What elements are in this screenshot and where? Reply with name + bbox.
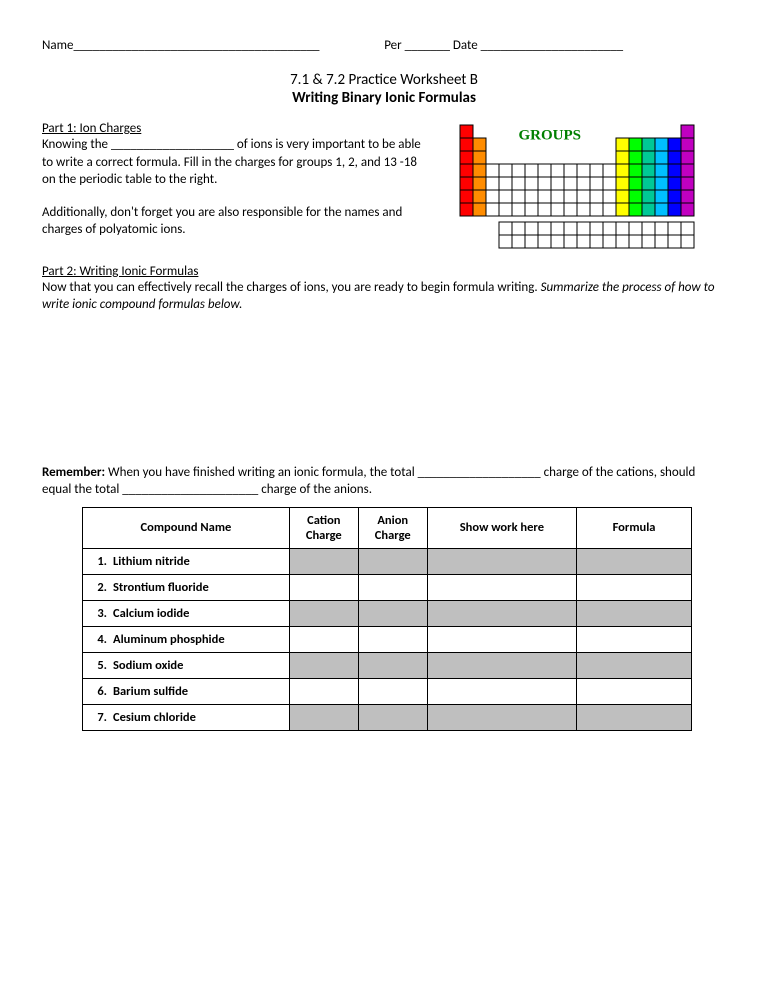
blank-cell	[358, 678, 427, 704]
part1-heading: Part 1: Ion Charges	[42, 121, 422, 136]
table-row: 1.Lithium nitride	[83, 548, 692, 574]
table-row: 3.Calcium iodide	[83, 600, 692, 626]
blank-cell	[289, 600, 358, 626]
compound-name-cell: 1.Lithium nitride	[83, 548, 290, 574]
part1-text-b: Additionally, don't forget you are also …	[42, 204, 422, 239]
table-row: 7.Cesium chloride	[83, 704, 692, 730]
table-row: 6.Barium sulfide	[83, 678, 692, 704]
blank-cell	[427, 548, 576, 574]
compound-table: Compound Name Cation Charge Anion Charge…	[82, 507, 692, 731]
compound-name-cell: 3.Calcium iodide	[83, 600, 290, 626]
blank-cell	[427, 626, 576, 652]
blank-cell	[577, 626, 692, 652]
part1-text-a: Knowing the ___________________ of ions …	[42, 136, 422, 189]
th-anion: Anion Charge	[358, 507, 427, 548]
title-block: 7.1 & 7.2 Practice Worksheet B Writing B…	[42, 71, 726, 107]
th-formula: Formula	[577, 507, 692, 548]
compound-name-cell: 4.Aluminum phosphide	[83, 626, 290, 652]
header-line: Name____________________________________…	[42, 38, 726, 53]
blank-cell	[289, 678, 358, 704]
blank-cell	[358, 626, 427, 652]
date-label: Date	[453, 38, 478, 53]
svg-text:GROUPS: GROUPS	[519, 127, 582, 143]
blank-cell	[577, 574, 692, 600]
periodic-table-svg: GROUPS	[456, 121, 726, 271]
blank-cell	[577, 600, 692, 626]
th-work: Show work here	[427, 507, 576, 548]
table-row: 4.Aluminum phosphide	[83, 626, 692, 652]
compound-name-cell: 6.Barium sulfide	[83, 678, 290, 704]
th-name: Compound Name	[83, 507, 290, 548]
blank-cell	[427, 704, 576, 730]
blank-cell	[289, 548, 358, 574]
blank-cell	[577, 548, 692, 574]
blank-cell	[289, 704, 358, 730]
part1-text-col: Part 1: Ion Charges Knowing the ________…	[42, 121, 422, 239]
compound-name-cell: 7.Cesium chloride	[83, 704, 290, 730]
blank-cell	[358, 600, 427, 626]
blank-cell	[358, 574, 427, 600]
blank-cell	[289, 626, 358, 652]
date-blank: ______________________	[481, 38, 623, 53]
blank-cell	[577, 704, 692, 730]
blank-cell	[427, 678, 576, 704]
th-cation: Cation Charge	[289, 507, 358, 548]
table-header-row: Compound Name Cation Charge Anion Charge…	[83, 507, 692, 548]
name-blank: ______________________________________	[73, 38, 319, 53]
blank-cell	[289, 574, 358, 600]
blank-cell	[358, 548, 427, 574]
blank-cell	[427, 652, 576, 678]
blank-cell	[358, 704, 427, 730]
worksheet-title-1: 7.1 & 7.2 Practice Worksheet B	[42, 71, 726, 89]
periodic-table-diagram: GROUPS	[456, 121, 726, 275]
blank-cell	[289, 652, 358, 678]
per-label: Per	[384, 38, 401, 53]
compound-name-cell: 5.Sodium oxide	[83, 652, 290, 678]
part2-text: Now that you can effectively recall the …	[42, 279, 726, 314]
blank-cell	[577, 652, 692, 678]
blank-cell	[427, 574, 576, 600]
table-row: 2.Strontium fluoride	[83, 574, 692, 600]
blank-cell	[358, 652, 427, 678]
remember-label: Remember:	[42, 465, 105, 480]
worksheet-title-2: Writing Binary Ionic Formulas	[42, 89, 726, 107]
part2-plain: Now that you can effectively recall the …	[42, 280, 541, 295]
name-label: Name	[42, 38, 73, 53]
compound-name-cell: 2.Strontium fluoride	[83, 574, 290, 600]
blank-cell	[577, 678, 692, 704]
remember-section: Remember: When you have finished writing…	[42, 464, 726, 499]
blank-cell	[427, 600, 576, 626]
table-row: 5.Sodium oxide	[83, 652, 692, 678]
remember-text: When you have finished writing an ionic …	[42, 465, 695, 498]
part1-section: Part 1: Ion Charges Knowing the ________…	[42, 121, 726, 239]
per-blank: _______	[405, 38, 450, 53]
